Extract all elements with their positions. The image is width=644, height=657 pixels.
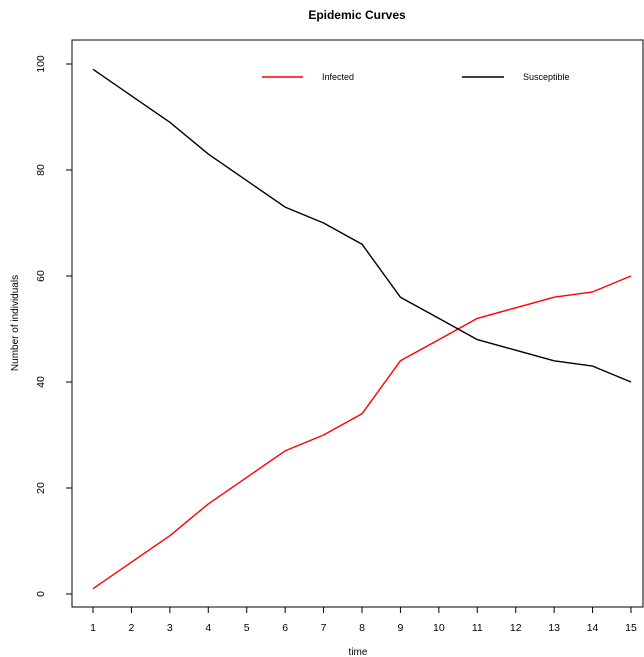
x-tick-label: 12	[510, 622, 522, 634]
legend-label-susceptible: Susceptible	[523, 72, 570, 82]
x-tick-label: 15	[625, 622, 637, 634]
x-tick-label: 7	[321, 622, 327, 634]
x-tick-label: 3	[167, 622, 173, 634]
series-line-infected	[92, 275, 632, 590]
x-tick-label: 11	[472, 622, 483, 634]
x-tick-label: 4	[205, 622, 211, 634]
series-line-susceptible	[92, 68, 632, 383]
x-axis-label: time	[349, 647, 368, 657]
y-tick-label: 40	[35, 376, 47, 388]
y-tick-label: 60	[35, 270, 47, 282]
y-axis-label: Number of individuals	[10, 275, 21, 371]
legend: Infected Susceptible	[262, 72, 570, 82]
series-layer	[92, 68, 632, 590]
legend-label-infected: Infected	[322, 72, 354, 82]
x-tick-label: 6	[282, 622, 288, 634]
x-tick-label: 9	[398, 622, 404, 634]
y-axis: 0 20 40 60 80 100	[35, 55, 72, 597]
plot-area-frame	[71, 39, 644, 608]
x-tick-label: 2	[129, 622, 135, 634]
chart-title: Epidemic Curves	[308, 8, 406, 22]
y-tick-label: 80	[35, 164, 47, 176]
x-tick-label: 5	[244, 622, 250, 634]
x-tick-label: 13	[548, 622, 560, 634]
x-tick-label: 8	[359, 622, 365, 634]
y-tick-label: 20	[35, 482, 47, 494]
x-tick-label: 1	[90, 622, 96, 634]
x-tick-label: 10	[433, 622, 445, 634]
x-tick-label: 14	[587, 622, 599, 634]
x-axis: 1 2 3 4 5 6 7 8 9 10 11 12 13 14 15	[90, 607, 637, 634]
y-tick-label: 100	[35, 55, 47, 73]
y-tick-label: 0	[35, 591, 47, 597]
